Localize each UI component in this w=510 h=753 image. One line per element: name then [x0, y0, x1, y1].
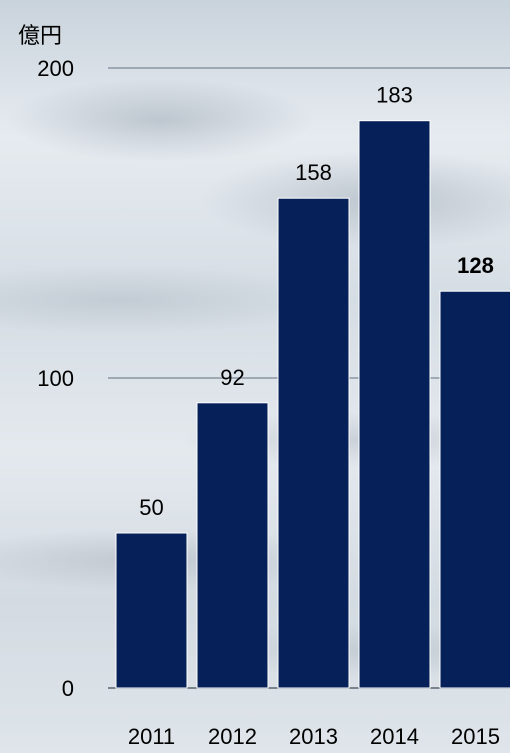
x-tick-label: 2013: [289, 724, 338, 749]
bar: [196, 402, 269, 689]
bar: [439, 290, 510, 689]
data-labels: 50 92 158 183 128: [139, 83, 494, 520]
y-axis-unit-label: 億円: [18, 23, 63, 48]
y-tick-label: 100: [37, 366, 74, 391]
y-tick-label: 0: [62, 676, 74, 701]
data-label: 92: [220, 365, 244, 390]
x-tick-label: 2012: [208, 724, 257, 749]
data-label: 158: [295, 160, 332, 185]
x-tick-label: 2014: [370, 724, 419, 749]
data-label: 50: [139, 495, 163, 520]
x-tick-label: 2015: [451, 724, 500, 749]
y-tick-labels: 0 100 200: [37, 56, 74, 701]
data-label: 128: [457, 253, 494, 278]
data-label: 183: [376, 83, 413, 108]
y-tick-label: 200: [37, 56, 74, 81]
bar: [115, 532, 188, 689]
x-tick-label: 2011: [128, 724, 175, 749]
x-tick-labels: 2011 2012 2013 2014 2015: [128, 724, 500, 749]
bar: [358, 120, 431, 689]
bars: [115, 120, 510, 689]
bar: [277, 197, 350, 689]
